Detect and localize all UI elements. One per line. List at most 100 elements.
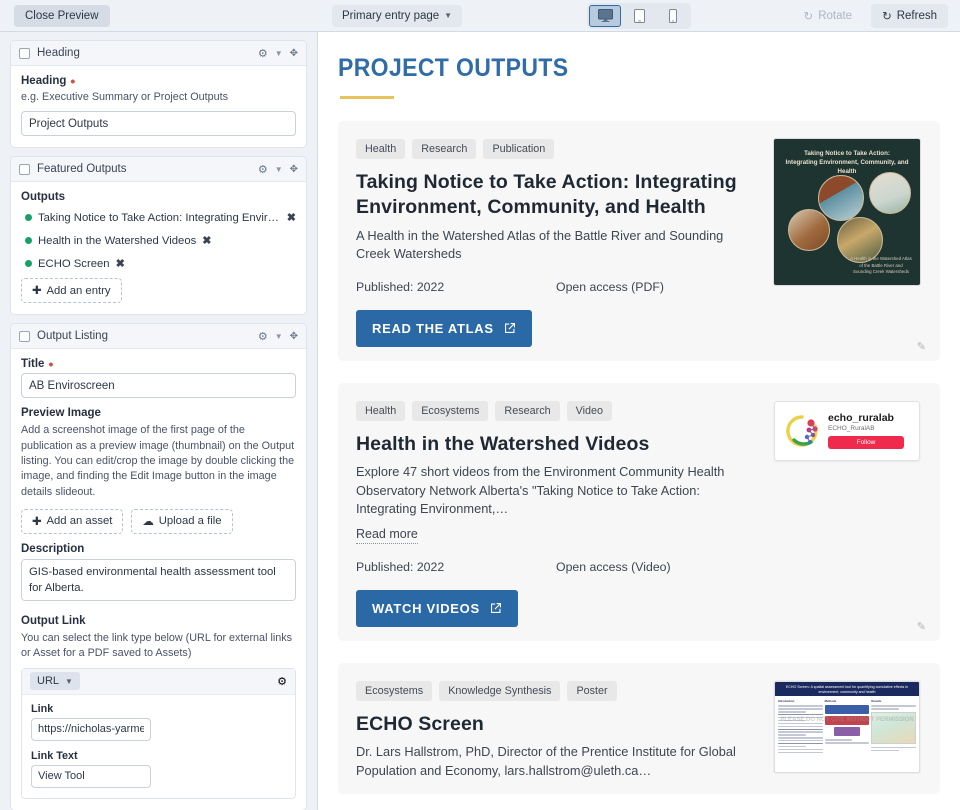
tag: Ecosystems bbox=[412, 400, 489, 421]
close-preview-button[interactable]: Close Preview bbox=[14, 4, 110, 27]
add-entry-button[interactable]: ✚ Add an entry bbox=[21, 278, 122, 304]
atlas-cover-title: Taking Notice to Take Action: Integratin… bbox=[774, 150, 920, 177]
rotate-label: Rotate bbox=[818, 9, 853, 22]
block-output-listing-1-header[interactable]: Output Listing ⚙ ▼ ✥ bbox=[11, 324, 306, 350]
list-item-label: ECHO Screen bbox=[38, 257, 110, 270]
toolbar-left-group: Close Preview bbox=[0, 4, 318, 27]
poster-column-heading: Results bbox=[871, 699, 882, 704]
refresh-button[interactable]: ↻ Refresh bbox=[871, 3, 948, 28]
instagram-profile-card-thumbnail: echo_ruralab ECHO_RuralAB Follow bbox=[774, 400, 920, 461]
tag: Research bbox=[412, 139, 477, 159]
title-input[interactable] bbox=[21, 373, 296, 399]
link-type-value: URL bbox=[37, 675, 60, 688]
output-card-meta: Published: 2022 Open access (Video) bbox=[356, 560, 760, 574]
link-sub-label: Link bbox=[31, 702, 54, 715]
device-toggle-mobile[interactable] bbox=[657, 5, 689, 27]
editor-sidebar[interactable]: Heading ⚙ ▼ ✥ Heading • e.g. Executive S… bbox=[0, 32, 318, 810]
block-select-checkbox[interactable] bbox=[19, 47, 30, 59]
upload-file-button[interactable]: ☁ Upload a file bbox=[131, 508, 233, 534]
block-featured-outputs-body: Outputs Taking Notice to Take Action: In… bbox=[11, 182, 306, 314]
plus-icon: ✚ bbox=[32, 285, 42, 298]
block-header-icons: ⚙ ▼ ✥ bbox=[258, 47, 298, 60]
block-title: Featured Outputs bbox=[37, 163, 127, 176]
chevron-down-icon[interactable]: ▼ bbox=[274, 331, 283, 341]
echo-logo-icon bbox=[784, 413, 820, 449]
description-textarea[interactable]: GIS-based environmental health assessmen… bbox=[21, 558, 296, 601]
poster-column: Introduction bbox=[778, 699, 823, 754]
remove-entry-icon[interactable]: ✖ bbox=[286, 212, 296, 225]
remove-entry-icon[interactable]: ✖ bbox=[202, 235, 212, 248]
edit-pencil-icon[interactable]: ✎ bbox=[916, 620, 926, 633]
move-handle-icon[interactable]: ✥ bbox=[289, 330, 298, 342]
gear-icon[interactable]: ⚙ bbox=[257, 330, 268, 343]
edit-pencil-icon[interactable]: ✎ bbox=[916, 340, 926, 353]
external-link-icon bbox=[490, 602, 502, 614]
output-card-title: Taking Notice to Take Action: Integratin… bbox=[356, 171, 737, 219]
block-header-icons: ⚙ ▼ ✥ bbox=[258, 163, 298, 176]
primary-entry-page-dropdown[interactable]: Primary entry page ▼ bbox=[332, 4, 463, 27]
chevron-down-icon: ▼ bbox=[65, 676, 73, 686]
link-type-select[interactable]: URL ▼ bbox=[30, 672, 80, 691]
move-handle-icon[interactable]: ✥ bbox=[289, 47, 298, 59]
block-select-checkbox[interactable] bbox=[19, 163, 30, 175]
title-field-label: Title • bbox=[21, 356, 296, 373]
gear-icon[interactable]: ⚙ bbox=[277, 675, 287, 688]
atlas-author-list bbox=[781, 270, 815, 276]
plus-icon: ✚ bbox=[32, 515, 42, 528]
move-handle-icon[interactable]: ✥ bbox=[289, 163, 298, 175]
output-link-hint: You can select the link type below (URL … bbox=[21, 631, 293, 660]
output-card-description: A Health in the Watershed Atlas of the B… bbox=[356, 227, 724, 262]
block-featured-outputs: Featured Outputs ⚙ ▼ ✥ Outputs Taking No… bbox=[10, 156, 307, 316]
output-card-title: Health in the Watershed Videos bbox=[356, 432, 650, 455]
atlas-cover-thumbnail: Taking Notice to Take Action: Integratin… bbox=[774, 139, 920, 285]
list-item[interactable]: Health in the Watershed Videos ✖ bbox=[21, 229, 296, 252]
add-asset-button[interactable]: ✚ Add an asset bbox=[21, 508, 124, 534]
read-the-atlas-button[interactable]: Read the Atlas bbox=[356, 309, 532, 347]
heading-input[interactable] bbox=[21, 111, 296, 137]
gear-icon[interactable]: ⚙ bbox=[257, 47, 268, 60]
remove-entry-icon[interactable]: ✖ bbox=[115, 258, 125, 271]
academic-poster-thumbnail: ECHO Screen: A spatial assessment tool f… bbox=[774, 680, 920, 773]
block-header-icons: ⚙ ▼ ✥ bbox=[258, 330, 298, 343]
account-name: echo_ruralab bbox=[828, 412, 894, 425]
toolbar-action-buttons: ↻ Rotate ↻ Refresh bbox=[792, 3, 948, 28]
title-field-label-text: Title bbox=[21, 358, 45, 371]
device-toggle-desktop[interactable] bbox=[589, 4, 621, 27]
access-type: Open access (PDF) bbox=[556, 279, 664, 294]
follow-button[interactable]: Follow bbox=[828, 436, 904, 450]
link-text-label: Link Text bbox=[31, 749, 78, 762]
map-circle-icon bbox=[788, 209, 830, 251]
output-card-description: Dr. Lars Hallstrom, PhD, Director of the… bbox=[356, 744, 736, 778]
chevron-down-icon[interactable]: ▼ bbox=[274, 164, 283, 174]
list-item[interactable]: ECHO Screen ✖ bbox=[21, 252, 296, 275]
status-dot-icon bbox=[25, 260, 32, 268]
block-heading: Heading ⚙ ▼ ✥ Heading • e.g. Executive S… bbox=[10, 40, 307, 149]
output-link-box-header: URL ▼ ⚙ bbox=[22, 668, 295, 695]
upload-file-label: Upload a file bbox=[158, 515, 222, 528]
poster-columns: Introduction Methods bbox=[775, 696, 919, 757]
heading-field-label-text: Heading bbox=[21, 75, 67, 87]
device-toggle-tablet[interactable] bbox=[623, 5, 655, 27]
block-output-listing-1: Output Listing ⚙ ▼ ✥ Title • Preview Ima… bbox=[10, 323, 307, 810]
watch-videos-button[interactable]: Watch Videos bbox=[356, 589, 518, 627]
tag: Poster bbox=[567, 680, 617, 701]
cta-label: Watch Videos bbox=[372, 600, 480, 616]
block-featured-outputs-header[interactable]: Featured Outputs ⚙ ▼ ✥ bbox=[11, 157, 306, 183]
block-heading-header[interactable]: Heading ⚙ ▼ ✥ bbox=[11, 41, 306, 66]
tag: Knowledge Synthesis bbox=[439, 680, 561, 701]
list-item-label: Health in the Watershed Videos bbox=[38, 234, 197, 247]
read-more-link[interactable]: Read more bbox=[356, 527, 418, 544]
tag: Health bbox=[356, 139, 406, 159]
list-item[interactable]: Taking Notice to Take Action: Integratin… bbox=[21, 206, 296, 229]
output-link-label: Output Link bbox=[21, 614, 86, 627]
poster-map-figure bbox=[871, 711, 917, 744]
main-layout: Heading ⚙ ▼ ✥ Heading • e.g. Executive S… bbox=[0, 32, 960, 810]
chevron-down-icon[interactable]: ▼ bbox=[274, 48, 283, 58]
block-select-checkbox[interactable] bbox=[19, 330, 30, 342]
published-date: Published: 2022 bbox=[356, 279, 445, 294]
gear-icon[interactable]: ⚙ bbox=[257, 163, 268, 176]
link-url-input[interactable] bbox=[31, 717, 151, 741]
link-text-input[interactable] bbox=[31, 764, 151, 788]
required-marker: • bbox=[48, 356, 54, 373]
output-card: Health Research Publication Taking Notic… bbox=[338, 121, 940, 361]
